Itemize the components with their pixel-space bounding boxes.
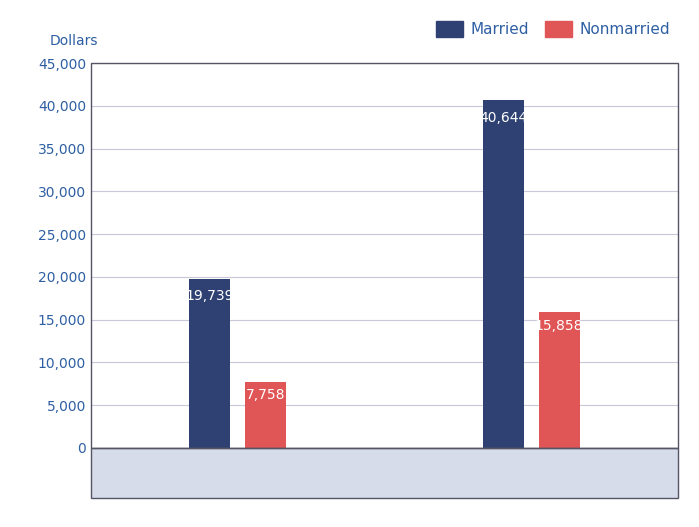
Bar	[483, 101, 524, 448]
Bar	[538, 313, 579, 448]
Bar	[91, 448, 678, 498]
Text: 40,644: 40,644	[480, 111, 528, 125]
Bar	[91, 448, 678, 498]
Text: 19,739: 19,739	[185, 289, 234, 304]
Bar	[245, 382, 286, 448]
Legend: Married, Nonmarried: Married, Nonmarried	[435, 21, 670, 37]
Bar	[189, 279, 230, 448]
Text: 15,858: 15,858	[535, 319, 584, 333]
Text: Dollars: Dollars	[50, 34, 99, 48]
Text: 7,758: 7,758	[246, 388, 285, 403]
Bar	[91, 63, 678, 448]
